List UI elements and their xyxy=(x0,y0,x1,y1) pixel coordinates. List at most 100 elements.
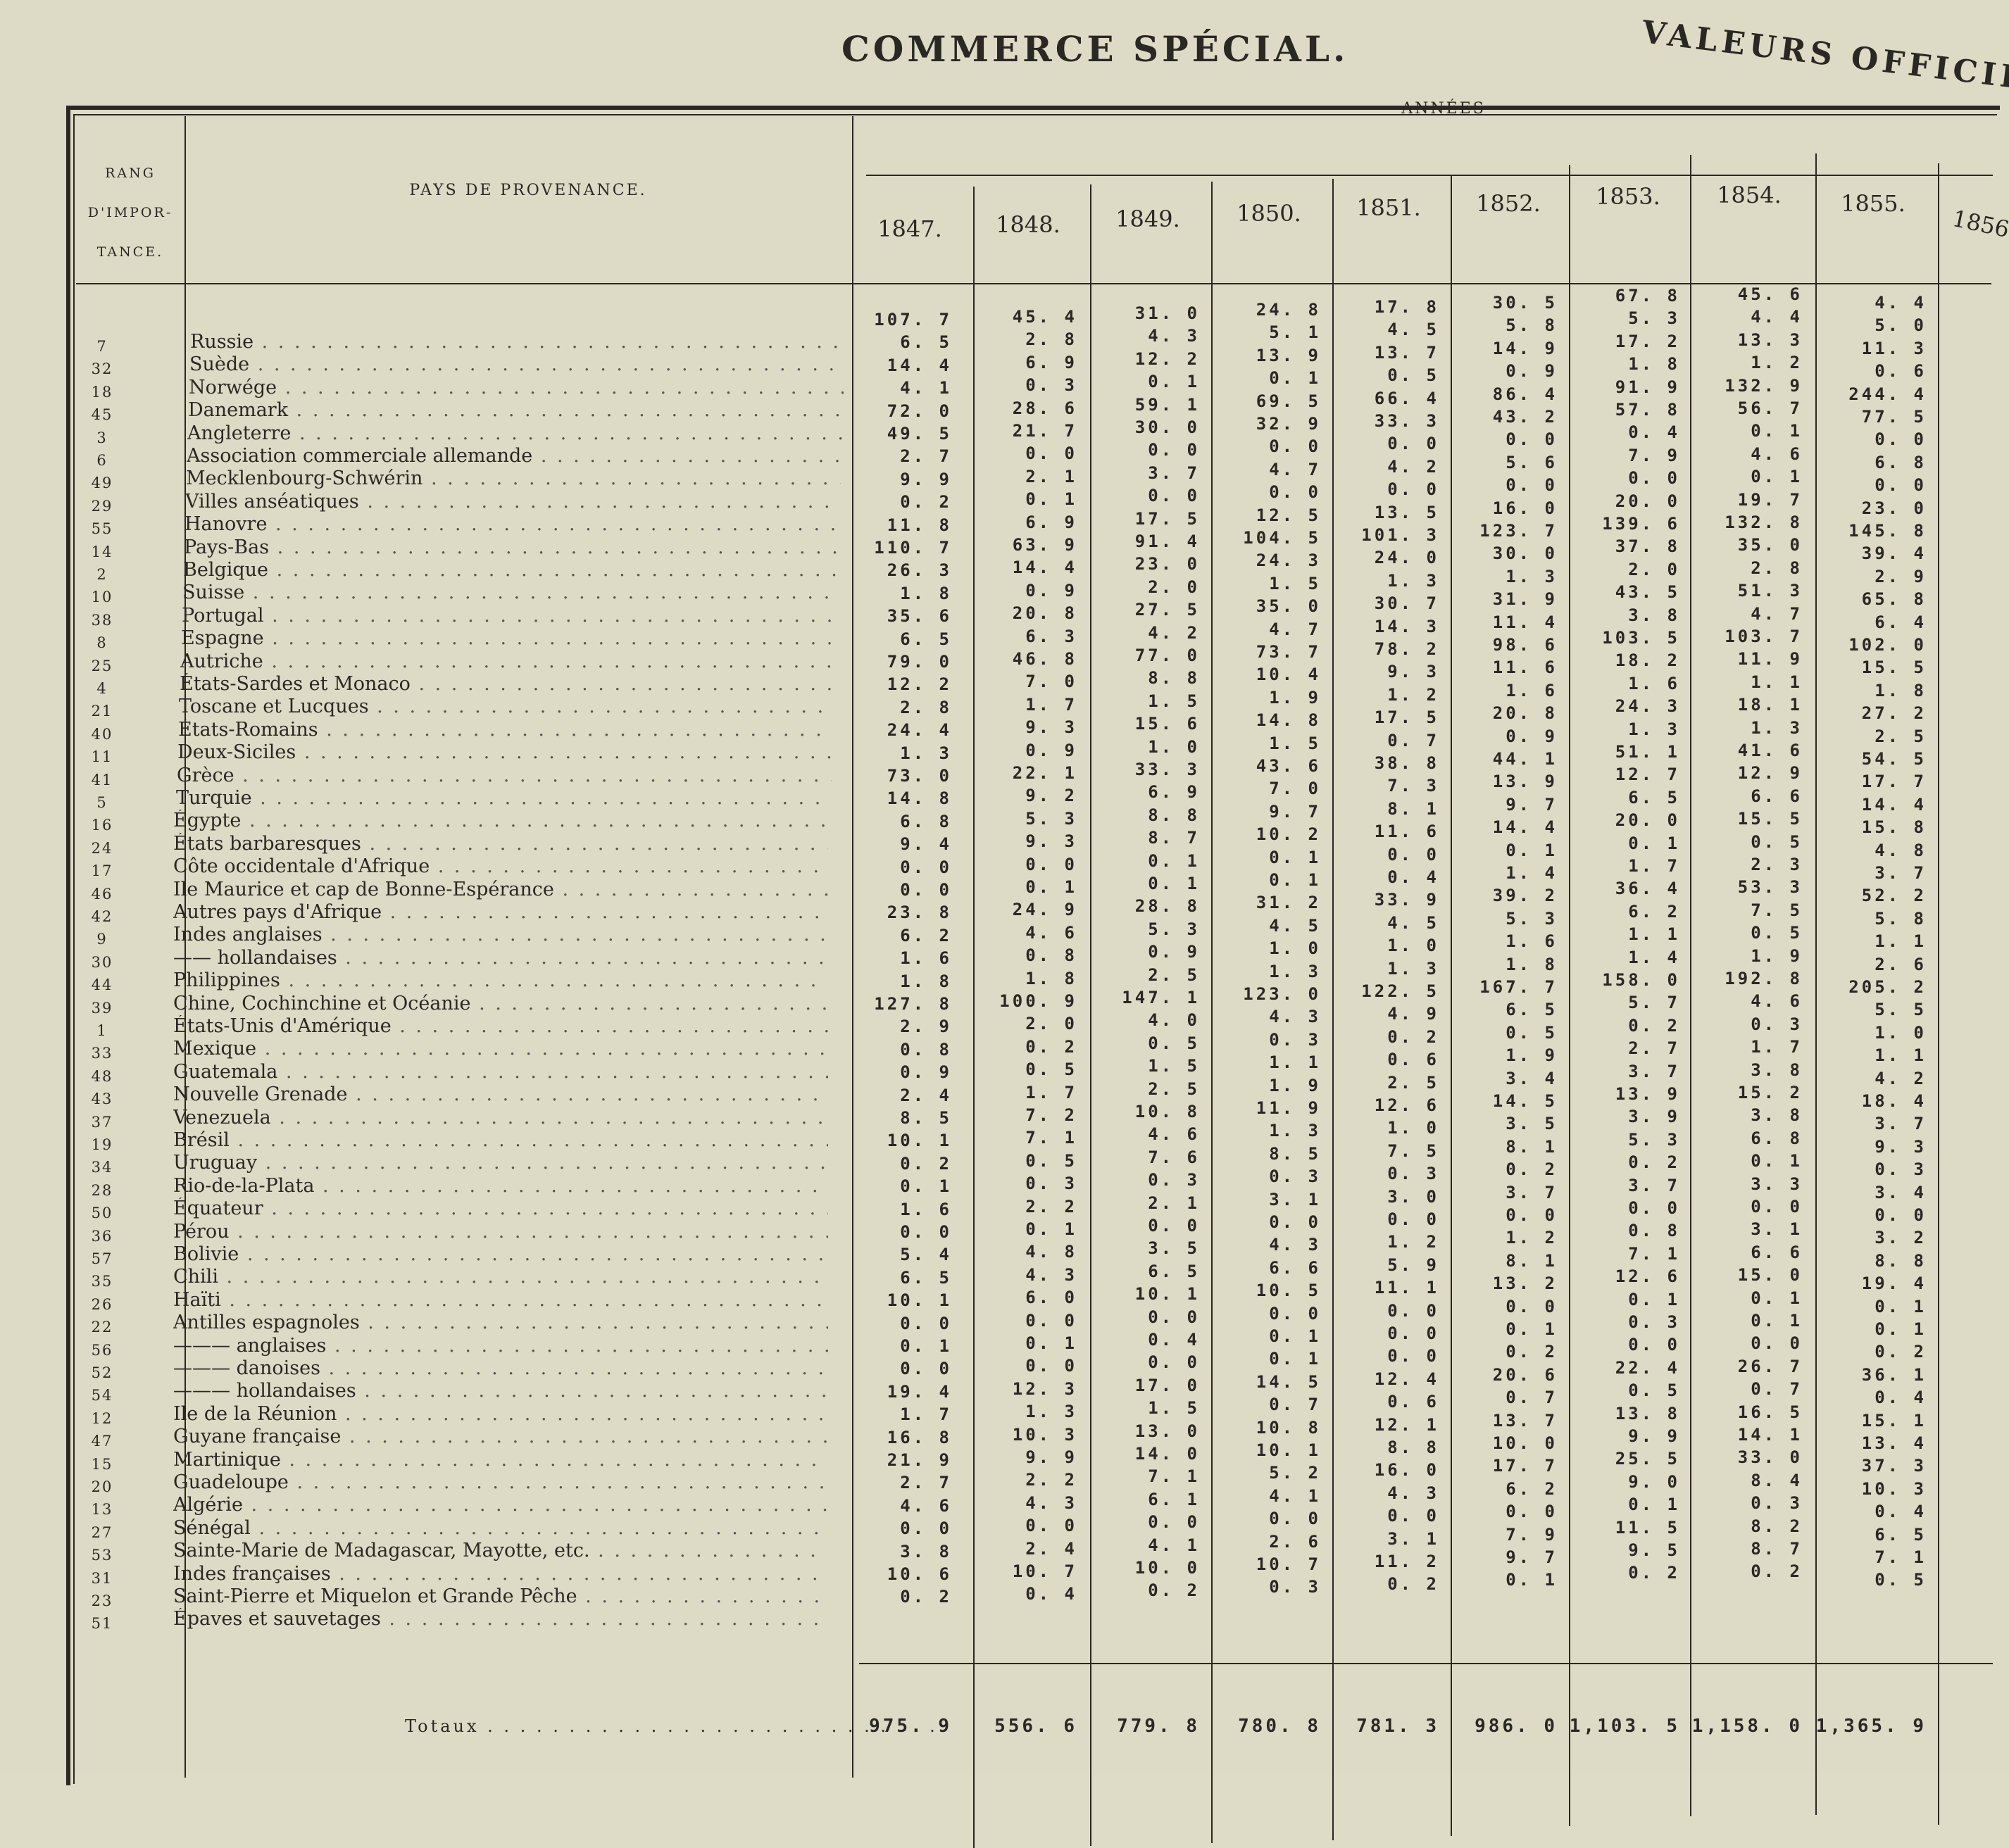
value-cell: 46. 8 xyxy=(1012,649,1077,669)
value-cell: 0. 1 xyxy=(1269,847,1321,867)
total-cell: 1,158. 0 xyxy=(1691,1716,1803,1737)
value-cell: 6. 9 xyxy=(1148,782,1200,803)
value-cell: 0. 0 xyxy=(900,1313,952,1333)
value-cell: 3. 5 xyxy=(1148,1238,1200,1259)
value-cell: 9. 5 xyxy=(1628,1540,1680,1560)
value-cell: 4. 3 xyxy=(1269,1007,1321,1027)
value-cell: 0. 4 xyxy=(1025,1584,1077,1604)
value-cell: 31. 0 xyxy=(1134,303,1200,323)
value-cell: 91. 9 xyxy=(1615,377,1680,397)
value-cell: 43. 5 xyxy=(1615,582,1680,603)
value-cell: 59. 1 xyxy=(1134,394,1200,415)
value-cell: 5. 5 xyxy=(1875,1000,1927,1020)
country-cell: Épaves et sauvetages . . . . . . . . . .… xyxy=(173,1608,828,1630)
value-cell: 1. 5 xyxy=(1148,1398,1200,1419)
value-cell: 17. 5 xyxy=(1374,708,1439,728)
value-cell: 25. 5 xyxy=(1615,1449,1680,1469)
value-cell: 3. 7 xyxy=(1148,463,1200,483)
value-cell: 4. 3 xyxy=(1025,1492,1077,1513)
country-cell: Autriche . . . . . . . . . . . . . . . .… xyxy=(180,650,835,672)
value-cell: 0. 3 xyxy=(1751,1014,1803,1034)
value-cell: 0. 2 xyxy=(1025,1036,1077,1057)
value-cell: 1. 3 xyxy=(1628,719,1680,739)
value-cell: 77. 0 xyxy=(1134,646,1200,665)
value-cell: 0. 2 xyxy=(1387,1574,1439,1595)
value-cell: 0. 0 xyxy=(900,1359,952,1379)
value-cell: 3. 7 xyxy=(1628,1175,1680,1195)
value-cell: 1. 6 xyxy=(1506,931,1558,952)
value-cell: 0. 3 xyxy=(1875,1159,1927,1180)
value-cell: 1. 5 xyxy=(1148,691,1200,711)
country-cell: Association commerciale allemande . . . … xyxy=(187,445,841,467)
value-cell: 3. 3 xyxy=(1751,1174,1803,1194)
value-cell: 2. 7 xyxy=(900,1473,952,1493)
country-cell: Sainte-Marie de Madagascar, Mayotte, etc… xyxy=(173,1540,828,1562)
value-cell: 7. 6 xyxy=(1148,1147,1200,1167)
rank-cell: 24 xyxy=(91,839,113,857)
country-cell: États-Sardes et Monaco . . . . . . . . .… xyxy=(180,673,834,695)
value-cell: 4. 3 xyxy=(1269,1235,1321,1255)
rank-cell: 1 xyxy=(96,1022,108,1039)
value-cell: 0. 0 xyxy=(1269,1509,1321,1529)
value-cell: 43. 6 xyxy=(1256,756,1321,776)
country-cell: Martinique . . . . . . . . . . . . . . .… xyxy=(173,1448,828,1471)
value-cell: 0. 0 xyxy=(1269,1303,1321,1324)
value-cell: 4. 3 xyxy=(1148,326,1200,346)
value-cell: 1. 7 xyxy=(1025,694,1077,715)
value-cell: 1. 9 xyxy=(1269,687,1321,708)
rank-cell: 17 xyxy=(91,862,113,880)
value-cell: 7. 0 xyxy=(1025,672,1077,692)
value-cell: 0. 2 xyxy=(1387,1026,1439,1047)
value-cell: 0. 1 xyxy=(1269,1349,1321,1369)
rank-cell: 31 xyxy=(91,1569,113,1587)
value-cell: 11. 9 xyxy=(1737,649,1803,670)
value-cell: 100. 9 xyxy=(999,991,1077,1011)
value-cell: 14. 8 xyxy=(1256,710,1321,731)
value-cell: 0. 0 xyxy=(1506,1502,1558,1522)
page-title: COMMERCE SPÉCIAL. xyxy=(841,28,1349,70)
value-cell: 4. 2 xyxy=(1875,1068,1927,1088)
value-cell: 3. 0 xyxy=(1387,1186,1439,1207)
value-cell: 0. 2 xyxy=(1628,1563,1680,1583)
value-cell: 1. 7 xyxy=(1025,1082,1077,1102)
country-cell: Chili . . . . . . . . . . . . . . . . . … xyxy=(173,1266,828,1288)
year-header: 1851. xyxy=(1356,194,1421,221)
value-cell: 0. 5 xyxy=(1148,1033,1200,1053)
value-cell: 35. 0 xyxy=(1256,596,1321,617)
value-cell: 2. 5 xyxy=(1387,1072,1439,1093)
value-cell: 12. 1 xyxy=(1374,1414,1439,1435)
value-cell: 0. 5 xyxy=(1506,1022,1558,1043)
value-cell: 15. 1 xyxy=(1861,1410,1927,1431)
value-cell: 107. 7 xyxy=(874,310,952,329)
value-cell: 8. 7 xyxy=(1148,828,1200,848)
value-cell: 0. 1 xyxy=(1269,1326,1321,1346)
rank-cell: 4 xyxy=(96,680,108,697)
value-cell: 2. 0 xyxy=(1148,577,1200,597)
value-cell: 12. 7 xyxy=(1615,765,1680,785)
value-cell: 2. 1 xyxy=(1025,466,1077,486)
value-cell: 0. 3 xyxy=(1025,1174,1077,1194)
value-cell: 23. 0 xyxy=(1134,554,1200,574)
value-cell: 0. 0 xyxy=(1628,1198,1680,1218)
value-cell: 0. 2 xyxy=(900,492,952,513)
value-cell: 8. 8 xyxy=(1148,805,1200,825)
value-cell: 0. 3 xyxy=(1387,1164,1439,1184)
value-cell: 6. 5 xyxy=(900,629,952,649)
value-cell: 4. 5 xyxy=(1269,915,1321,936)
country-cell: Antilles espagnoles . . . . . . . . . . … xyxy=(173,1312,828,1334)
value-cell: 24. 8 xyxy=(1256,300,1321,320)
value-cell: 2. 7 xyxy=(1628,1038,1680,1059)
value-cell: 22. 1 xyxy=(1012,763,1077,783)
value-cell: 18. 4 xyxy=(1861,1091,1927,1111)
value-cell: 73. 0 xyxy=(887,766,952,786)
value-cell: 4. 4 xyxy=(1751,307,1803,327)
value-cell: 20. 8 xyxy=(1492,703,1558,724)
value-cell: 45. 4 xyxy=(1012,307,1077,327)
value-cell: 15. 0 xyxy=(1737,1265,1803,1286)
value-cell: 6. 9 xyxy=(1025,512,1077,532)
value-cell: 4. 3 xyxy=(1387,1483,1439,1503)
value-cell: 0. 5 xyxy=(1387,365,1439,386)
value-cell: 12. 9 xyxy=(1737,763,1803,784)
value-cell: 6. 8 xyxy=(1751,1128,1803,1148)
value-cell: 103. 5 xyxy=(1602,628,1680,648)
